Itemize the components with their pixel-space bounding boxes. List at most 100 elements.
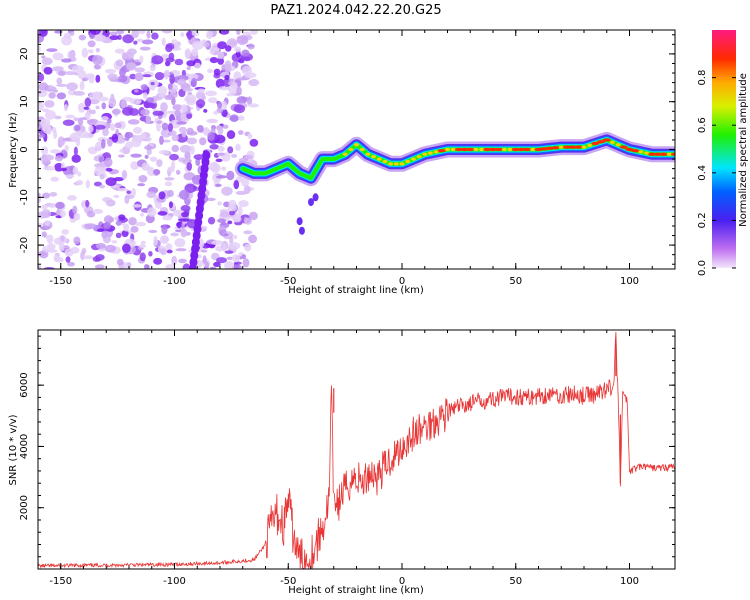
spectrogram-noise-blob <box>65 71 77 76</box>
spectrogram-noise-blob <box>38 102 45 110</box>
spectrogram-noise-blob <box>44 110 56 120</box>
x-tick-label: 50 <box>509 576 522 587</box>
y-tick-label: 4000 <box>19 434 30 459</box>
spectrogram-noise-blob <box>236 30 241 35</box>
spectrogram-noise-blob <box>41 231 47 238</box>
spectrogram-noise-blob <box>191 48 199 57</box>
spectrogram-noise-blob <box>141 39 154 45</box>
spectrogram-noise-blob <box>123 223 130 232</box>
spectrogram-noise-blob <box>147 167 156 177</box>
spectrogram-ridge-core <box>568 145 577 149</box>
spectrogram-ridge-core <box>597 140 606 144</box>
spectrogram-noise-blob <box>119 149 124 153</box>
spectrogram-noise-blob <box>158 150 170 155</box>
spectrogram-noise-blob <box>117 134 124 140</box>
spectrogram-noise-blob <box>140 84 149 91</box>
spectrogram-noise-blob <box>174 109 182 118</box>
spectrogram-noise-blob <box>177 78 187 86</box>
spectrogram-noise-blob <box>81 47 89 58</box>
spectrogram-ridge-core <box>489 147 497 152</box>
snr-x-ticks: -150 -100 -50 0 50 100 <box>37 330 676 587</box>
spectrogram-noise-blob <box>100 138 106 149</box>
spectrogram-noise-blob <box>67 261 75 267</box>
spectrogram-ridge-core <box>581 145 587 149</box>
spectrogram-ridge-core <box>422 152 428 156</box>
spectrogram-noise-blob <box>104 68 117 74</box>
spectrogram-noise-blob <box>236 86 242 96</box>
spectrogram-ridge-core <box>342 152 348 156</box>
spectrogram-noise-blob <box>180 205 191 212</box>
spectrogram-noise-blob <box>209 50 216 54</box>
spectrogram-noise-blob <box>215 78 225 89</box>
spectrogram-noise-blob <box>53 115 62 120</box>
spectrogram-noise-blob <box>125 62 137 71</box>
spectrogram-noise-blob <box>229 114 239 123</box>
spectrogram-noise-blob <box>169 74 175 85</box>
spectrogram-noise-blob <box>176 121 187 125</box>
spectrogram-noise-blob <box>186 162 193 171</box>
spectrogram-noise-blob <box>99 173 105 180</box>
spectrogram-noise-blob <box>232 82 238 89</box>
spectrogram-noise-blob <box>66 82 78 91</box>
spectrogram-noise-blob <box>113 194 120 199</box>
spectrogram-noise-blob <box>140 240 146 246</box>
spectrogram-ridge-core <box>653 152 662 156</box>
spectrogram-noise-blob <box>94 141 103 152</box>
spectrogram-noise-blob <box>226 170 235 181</box>
spectrogram-noise-blob <box>248 234 258 244</box>
spectrogram-noise-blob <box>209 144 219 150</box>
spectrogram-y-label: Frequency (Hz) <box>8 112 19 188</box>
spectrogram-noise-blob <box>209 56 219 64</box>
spectrogram-noise-blob <box>43 66 53 75</box>
spectrogram-noise-blob <box>116 258 124 266</box>
spectrogram-noise-blob <box>158 191 166 200</box>
spectrogram-noise-blob <box>141 162 150 171</box>
spectrogram-noise-blob <box>110 93 115 103</box>
spectrogram-noise-blob <box>124 195 130 204</box>
spectrogram-noise-blob <box>52 66 64 72</box>
spectrogram-noise-blob <box>162 215 173 221</box>
spectrogram-noise-blob <box>46 234 54 244</box>
spectrogram-noise-blob <box>74 124 81 132</box>
spectrogram-noise-blob <box>164 69 170 78</box>
spectrogram-noise-blob <box>165 44 173 53</box>
spectrogram-noise-blob <box>41 204 48 210</box>
spectrogram-noise-blob <box>161 37 166 46</box>
spectrogram-noise-blob <box>175 248 187 252</box>
spectrogram-noise-blob <box>39 156 48 162</box>
spectrogram-noise-blob <box>95 242 107 249</box>
spectrogram-noise-blob <box>130 161 139 170</box>
spectrogram-noise-blob <box>43 166 56 171</box>
spectrogram-ridge-core <box>648 152 657 156</box>
spectrogram-noise-blob <box>88 98 100 105</box>
spectrogram-noise-blob <box>233 104 246 114</box>
colorbar-tick-label: 0.6 <box>697 117 708 133</box>
spectrogram-noise-blob <box>126 190 132 195</box>
spectrogram-noise-blob <box>121 243 131 254</box>
y-tick-label: 10 <box>19 95 30 108</box>
spectrogram-noise-blob <box>148 250 153 257</box>
spectrogram-noise-blob <box>194 62 201 69</box>
spectrogram-noise-blob <box>120 99 127 109</box>
spectrogram-ridge-core <box>416 155 422 159</box>
spectrogram-ridge-core <box>523 147 532 152</box>
spectrogram-noise-blob <box>41 146 49 156</box>
spectrogram-noise-blob <box>145 114 151 124</box>
spectrogram-noise-blob <box>57 136 65 147</box>
spectrogram-noise-blob <box>78 34 87 41</box>
spectrogram-noise-blob <box>236 35 249 45</box>
spectrogram-noise-blob <box>144 136 152 142</box>
spectrogram-noise-blob <box>118 154 125 158</box>
spectrogram-noise-blob <box>174 58 184 66</box>
spectrogram-noise-blob <box>103 157 113 167</box>
spectrogram-noise-blob <box>131 188 137 197</box>
spectrogram-ridge-core <box>558 145 564 149</box>
spectrogram-noise-blob <box>156 122 162 132</box>
spectrogram-noise-blob <box>94 36 106 42</box>
spectrogram-noise-blob <box>129 98 142 105</box>
spectrogram-noise-blob <box>179 144 192 153</box>
spectrogram-noise-blob <box>172 104 183 111</box>
spectrogram-noise-blob <box>161 225 168 235</box>
spectrogram-ridge-core <box>388 162 394 166</box>
spectrogram-noise-blob <box>91 54 103 65</box>
